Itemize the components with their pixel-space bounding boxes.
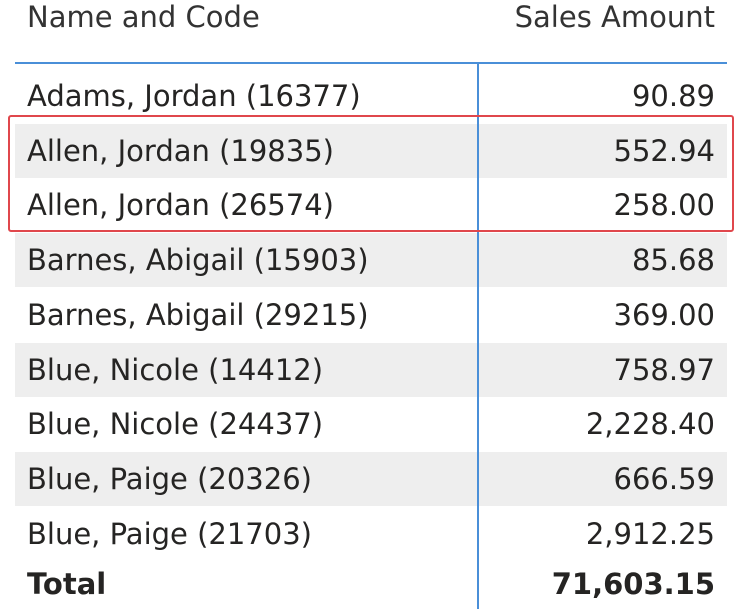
row-band — [15, 233, 727, 288]
amount-cell: 2,912.25 — [585, 516, 715, 551]
header-divider — [15, 62, 727, 64]
name-cell: Adams, Jordan (16377) — [27, 79, 361, 113]
amount-cell: 666.59 — [613, 461, 715, 496]
name-cell: Blue, Nicole (24437) — [27, 407, 324, 442]
column-divider — [477, 62, 479, 609]
amount-cell: 2,228.40 — [585, 407, 715, 442]
row-band — [15, 451, 727, 506]
total-label: Total — [27, 567, 107, 602]
amount-cell: 552.94 — [613, 133, 715, 168]
amount-cell: 369.00 — [613, 297, 715, 332]
name-cell: Barnes, Abigail (29215) — [27, 297, 369, 332]
name-cell: Allen, Jordan (19835) — [27, 133, 334, 168]
name-cell: Blue, Paige (20326) — [27, 461, 312, 496]
amount-cell: 258.00 — [613, 188, 715, 223]
amount-cell: 85.68 — [631, 243, 715, 278]
row-band — [15, 342, 727, 397]
row-band — [15, 123, 727, 178]
total-amount: 71,603.15 — [551, 567, 715, 602]
name-cell: Blue, Nicole (14412) — [27, 352, 324, 387]
column-header[interactable]: Sales Amount — [514, 0, 715, 34]
name-cell: Allen, Jordan (26574) — [27, 188, 334, 223]
column-header[interactable]: Name and Code — [27, 0, 260, 34]
name-cell: Barnes, Abigail (15903) — [27, 243, 369, 278]
highlight-box — [8, 115, 734, 232]
name-cell: Blue, Paige (21703) — [27, 516, 312, 551]
amount-cell: 90.89 — [631, 79, 715, 113]
amount-cell: 758.97 — [613, 352, 715, 387]
